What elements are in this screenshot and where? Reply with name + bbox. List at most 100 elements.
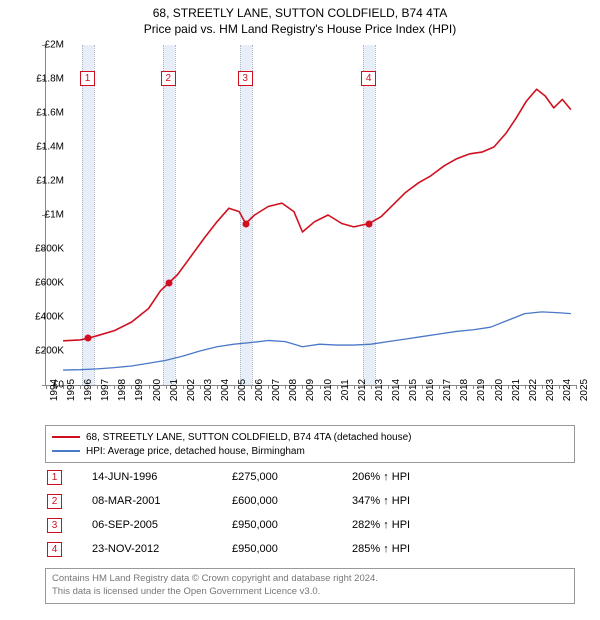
x-axis-label: 1994	[49, 379, 60, 401]
x-axis-label: 1995	[66, 379, 77, 401]
x-tick	[508, 385, 509, 389]
plot-area: 1234	[45, 45, 576, 386]
transaction-row: 2 08-MAR-2001£600,000347% ↑ HPI	[45, 489, 575, 513]
x-tick	[149, 385, 150, 389]
title-block: 68, STREETLY LANE, SUTTON COLDFIELD, B74…	[0, 0, 600, 36]
x-tick	[114, 385, 115, 389]
x-axis-label: 2018	[459, 379, 470, 401]
chart-title: 68, STREETLY LANE, SUTTON COLDFIELD, B74…	[0, 6, 600, 20]
transaction-pct: 282% ↑ HPI	[352, 519, 492, 531]
x-axis-label: 2014	[391, 379, 402, 401]
transaction-marker: 2	[47, 494, 62, 509]
event-marker: 4	[361, 71, 376, 86]
x-axis-label: 2010	[323, 379, 334, 401]
x-axis-label: 2021	[511, 379, 522, 401]
x-axis-label: 2011	[340, 379, 351, 401]
x-axis-label: 2001	[169, 379, 180, 401]
y-axis-label: £600K	[24, 278, 64, 289]
x-tick	[422, 385, 423, 389]
series-line-property	[63, 89, 571, 341]
transactions-table: 114-JUN-1996£275,000206% ↑ HPI208-MAR-20…	[45, 465, 575, 561]
transaction-date: 06-SEP-2005	[92, 519, 232, 531]
legend-item-hpi: HPI: Average price, detached house, Birm…	[52, 444, 568, 458]
series-line-hpi	[63, 312, 571, 370]
x-tick	[131, 385, 132, 389]
x-axis-label: 2019	[476, 379, 487, 401]
x-axis-label: 2000	[152, 379, 163, 401]
x-tick	[166, 385, 167, 389]
transaction-date: 23-NOV-2012	[92, 543, 232, 555]
transaction-date: 14-JUN-1996	[92, 471, 232, 483]
x-tick	[268, 385, 269, 389]
x-axis-label: 1999	[134, 379, 145, 401]
x-tick	[405, 385, 406, 389]
footer-attribution: Contains HM Land Registry data © Crown c…	[45, 568, 575, 604]
transaction-row: 306-SEP-2005£950,000282% ↑ HPI	[45, 513, 575, 537]
footer-line1: Contains HM Land Registry data © Crown c…	[52, 573, 568, 586]
x-tick	[559, 385, 560, 389]
transaction-marker: 4	[47, 542, 62, 557]
x-axis-label: 2024	[562, 379, 573, 401]
transaction-pct: 347% ↑ HPI	[352, 495, 492, 507]
x-axis-label: 2016	[425, 379, 436, 401]
data-point-marker	[366, 220, 373, 227]
event-marker: 1	[80, 71, 95, 86]
x-axis-label: 2013	[374, 379, 385, 401]
x-tick	[354, 385, 355, 389]
y-axis-label: £2M	[24, 40, 64, 51]
x-axis-label: 2022	[528, 379, 539, 401]
x-tick	[285, 385, 286, 389]
x-tick	[456, 385, 457, 389]
x-tick	[200, 385, 201, 389]
x-tick	[337, 385, 338, 389]
x-axis-label: 2017	[442, 379, 453, 401]
data-point-marker	[165, 280, 172, 287]
legend-item-property: 68, STREETLY LANE, SUTTON COLDFIELD, B74…	[52, 430, 568, 444]
x-tick	[525, 385, 526, 389]
x-tick	[371, 385, 372, 389]
transaction-price: £600,000	[232, 495, 352, 507]
x-axis-label: 2009	[305, 379, 316, 401]
x-tick	[576, 385, 577, 389]
y-axis-label: £1.6M	[24, 108, 64, 119]
x-axis-label: 2008	[288, 379, 299, 401]
transaction-pct: 285% ↑ HPI	[352, 543, 492, 555]
chart-container: 68, STREETLY LANE, SUTTON COLDFIELD, B74…	[0, 0, 600, 620]
x-tick	[491, 385, 492, 389]
transaction-date: 08-MAR-2001	[92, 495, 232, 507]
y-axis-label: £800K	[24, 244, 64, 255]
legend-swatch-property	[52, 436, 80, 438]
x-axis-label: 2012	[357, 379, 368, 401]
chart-subtitle: Price paid vs. HM Land Registry's House …	[0, 22, 600, 36]
transaction-price: £950,000	[232, 519, 352, 531]
x-tick	[542, 385, 543, 389]
y-axis-label: £1.4M	[24, 142, 64, 153]
x-tick	[97, 385, 98, 389]
transaction-pct: 206% ↑ HPI	[352, 471, 492, 483]
x-axis-label: 1998	[117, 379, 128, 401]
x-axis-label: 2015	[408, 379, 419, 401]
legend-label-hpi: HPI: Average price, detached house, Birm…	[86, 446, 305, 457]
x-tick	[80, 385, 81, 389]
transaction-marker: 1	[47, 470, 62, 485]
x-axis-label: 1997	[100, 379, 111, 401]
x-axis-label: 2002	[186, 379, 197, 401]
x-axis-label: 2005	[237, 379, 248, 401]
x-tick	[388, 385, 389, 389]
transaction-row: 423-NOV-2012£950,000285% ↑ HPI	[45, 537, 575, 561]
x-axis-label: 2023	[545, 379, 556, 401]
y-axis-label: £1M	[24, 210, 64, 221]
x-axis-label: 2020	[494, 379, 505, 401]
transaction-row: 114-JUN-1996£275,000206% ↑ HPI	[45, 465, 575, 489]
x-axis-label: 2006	[254, 379, 265, 401]
data-point-marker	[85, 335, 92, 342]
y-axis-label: £400K	[24, 312, 64, 323]
line-layer	[46, 45, 576, 385]
x-tick	[183, 385, 184, 389]
x-axis-label: 2007	[271, 379, 282, 401]
x-tick	[251, 385, 252, 389]
x-tick	[439, 385, 440, 389]
legend-label-property: 68, STREETLY LANE, SUTTON COLDFIELD, B74…	[86, 432, 412, 443]
x-tick	[320, 385, 321, 389]
x-axis-label: 2025	[579, 379, 590, 401]
